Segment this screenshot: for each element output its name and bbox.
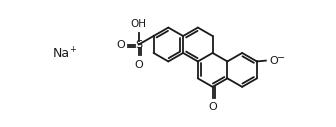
Text: O: O [134, 60, 143, 70]
Text: S: S [135, 39, 142, 50]
Text: OH: OH [131, 19, 147, 29]
Text: −: − [277, 52, 285, 62]
Text: O: O [270, 56, 279, 66]
Text: +: + [69, 45, 76, 54]
Text: Na: Na [53, 47, 70, 60]
Text: O: O [116, 39, 125, 50]
Text: O: O [208, 102, 217, 112]
